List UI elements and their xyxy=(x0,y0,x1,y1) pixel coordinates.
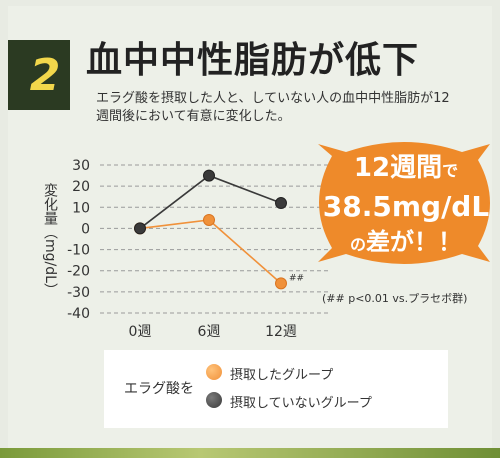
callout-line1-suffix: で xyxy=(442,161,459,180)
y-tick-labels: 30 20 10 0 -10 -20 -30 -40 xyxy=(67,158,90,322)
y-tick-label: 30 xyxy=(72,158,90,174)
y-tick-label: -40 xyxy=(67,306,90,322)
bottom-stripe xyxy=(0,448,500,458)
significance-note: (## p<0.01 vs.プラセボ群) xyxy=(322,292,468,305)
x-tick-label: 0週 xyxy=(129,324,152,340)
significance-marker: ## xyxy=(289,273,304,283)
x-tick-labels: 0週 6週 12週 xyxy=(129,324,297,340)
section-badge xyxy=(8,40,70,110)
callout-line2: 38.5mg/dL xyxy=(322,190,490,223)
x-tick-label: 12週 xyxy=(265,324,297,340)
page-title: 血中中性脂肪が低下 xyxy=(86,40,420,81)
legend-box xyxy=(104,350,448,428)
legend-item-not-taken: 摂取していないグループ xyxy=(230,396,372,411)
callout-line3: 差が！！ xyxy=(366,228,462,256)
legend-label: エラグ酸を xyxy=(124,381,194,397)
section-number: 2 xyxy=(29,50,61,101)
y-tick-label: -10 xyxy=(67,243,90,259)
series-line xyxy=(139,219,282,285)
y-tick-label: 0 xyxy=(81,221,90,237)
callout-burst xyxy=(318,142,490,264)
chart-grid xyxy=(100,164,330,314)
callout-line1: 12週間 xyxy=(353,153,443,183)
y-tick-label: 10 xyxy=(72,200,90,216)
x-tick-label: 6週 xyxy=(198,324,221,340)
data-point xyxy=(275,277,287,290)
callout-text: 12週間で 38.5mg/dL の差が！！ xyxy=(320,150,492,262)
legend-dot-orange xyxy=(206,364,222,380)
legend-item-taken: 摂取したグループ xyxy=(230,368,334,383)
chart-series: ## xyxy=(134,169,304,290)
data-point xyxy=(275,197,287,210)
y-tick-label: -30 xyxy=(67,285,90,301)
y-axis-label-text: 変化量（mg/dL） xyxy=(42,182,58,297)
y-tick-label: 20 xyxy=(72,179,90,195)
y-axis-label: 変化量（mg/dL） xyxy=(42,182,58,297)
page-subtitle: エラグ酸を摂取した人と、していない人の血中中性脂肪が12週間後において有意に変化… xyxy=(96,91,450,124)
legend-dot-dark xyxy=(206,392,222,408)
callout-line3-prefix: の xyxy=(349,235,366,254)
data-point xyxy=(203,169,215,182)
data-point xyxy=(203,213,215,226)
y-tick-label: -20 xyxy=(67,264,90,280)
data-point xyxy=(134,222,146,235)
